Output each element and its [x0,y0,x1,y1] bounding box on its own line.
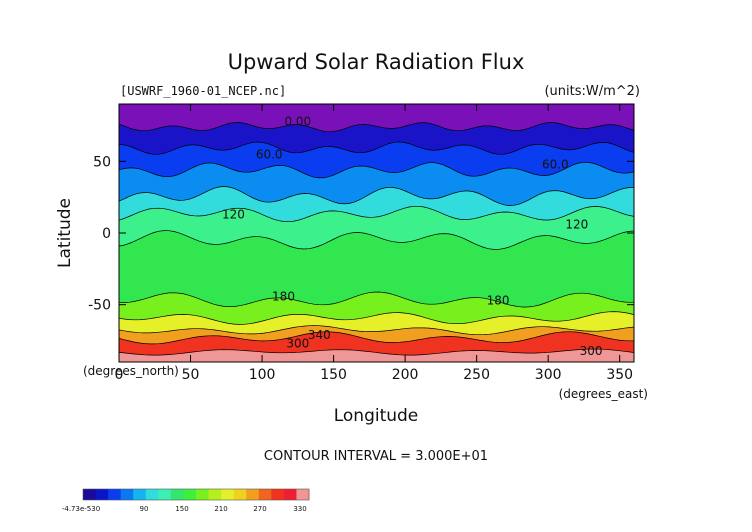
chart-title: Upward Solar Radiation Flux [228,50,525,74]
colorbar-frame [82,488,310,501]
contour-label: 0.00 [284,115,311,129]
units-label: (units:W/m^2) [544,84,640,99]
colorbar-swatch [120,489,134,500]
colorbar-swatch [158,489,172,500]
contour-label: 120 [222,208,245,222]
x-axis-label: Longitude [334,406,419,426]
contour-line [119,161,634,179]
colorbar-swatch [271,489,285,500]
colorbar-swatch [145,489,159,500]
heatmap-field [119,104,634,362]
file-label: [USWRF_1960-01_NCEP.nc] [120,84,286,98]
x-tick-label: 250 [463,367,490,383]
x-tick-label: 300 [535,367,562,383]
colorbar-tick-label: 210 [214,505,227,513]
x-tick-label: 200 [392,367,419,383]
colorbar-swatch [133,489,147,500]
colorbar-swatch [258,489,272,500]
xlabel-units: (degrees_east) [559,387,648,401]
colorbar-swatch [108,489,122,500]
contour-line [119,122,634,133]
colorbar-swatch [196,489,210,500]
contour-line [119,230,634,250]
ylabel-units: (degrees_north) [83,364,179,378]
contour-label: 300 [580,344,603,358]
y-tick-label: 0 [102,226,111,242]
contour-label: 60.0 [542,158,569,172]
x-tick-label: 100 [249,367,276,383]
colorbar-swatch [183,489,197,500]
colorbar-swatch [221,489,235,500]
colorbar-tick-label: 90 [140,505,149,513]
contour-label: 340 [308,328,331,342]
contour-line [119,186,634,206]
contour-line [119,331,634,345]
contour-interval-label: CONTOUR INTERVAL = 3.000E+01 [264,449,488,464]
contour-label: 300 [286,337,309,351]
colorbar-swatch [95,489,109,500]
colorbar [82,488,310,501]
contour-lines [119,122,634,356]
colorbar-tick-label: 330 [293,505,306,513]
colorbar-swatch [170,489,184,500]
contour-line [119,311,634,325]
x-tick-label: 150 [320,367,347,383]
contour-label: 120 [565,218,588,232]
x-tick-label: 0 [115,367,124,383]
contour-label: 180 [487,294,510,308]
contour-line [119,325,634,336]
colorbar-tick-label: -4.73e-530 [62,505,100,513]
y-axis-label: Latitude [55,198,75,268]
contour-line [119,141,634,155]
colorbar-swatch [246,489,260,500]
colorbar-swatch [83,489,97,500]
contour-line [119,205,634,223]
x-tick-label: 350 [606,367,633,383]
colorbar-tick-label: 270 [253,505,266,513]
colorbar-swatch [296,489,310,500]
colorbar-labels: -4.73e-530 90 150 210 270 330 [62,505,307,513]
y-tick-label: 50 [93,154,111,170]
contour-label: 180 [272,289,295,303]
colorbar-swatch [233,489,247,500]
contour-line [119,348,634,356]
colorbar-tick-label: 150 [175,505,188,513]
y-tick-label: -50 [88,298,111,314]
colorbar-swatch [283,489,297,500]
x-tick-label: 50 [182,367,200,383]
colorbar-swatch [208,489,222,500]
contour-line [119,291,634,308]
contour-label: 60.0 [256,147,283,161]
